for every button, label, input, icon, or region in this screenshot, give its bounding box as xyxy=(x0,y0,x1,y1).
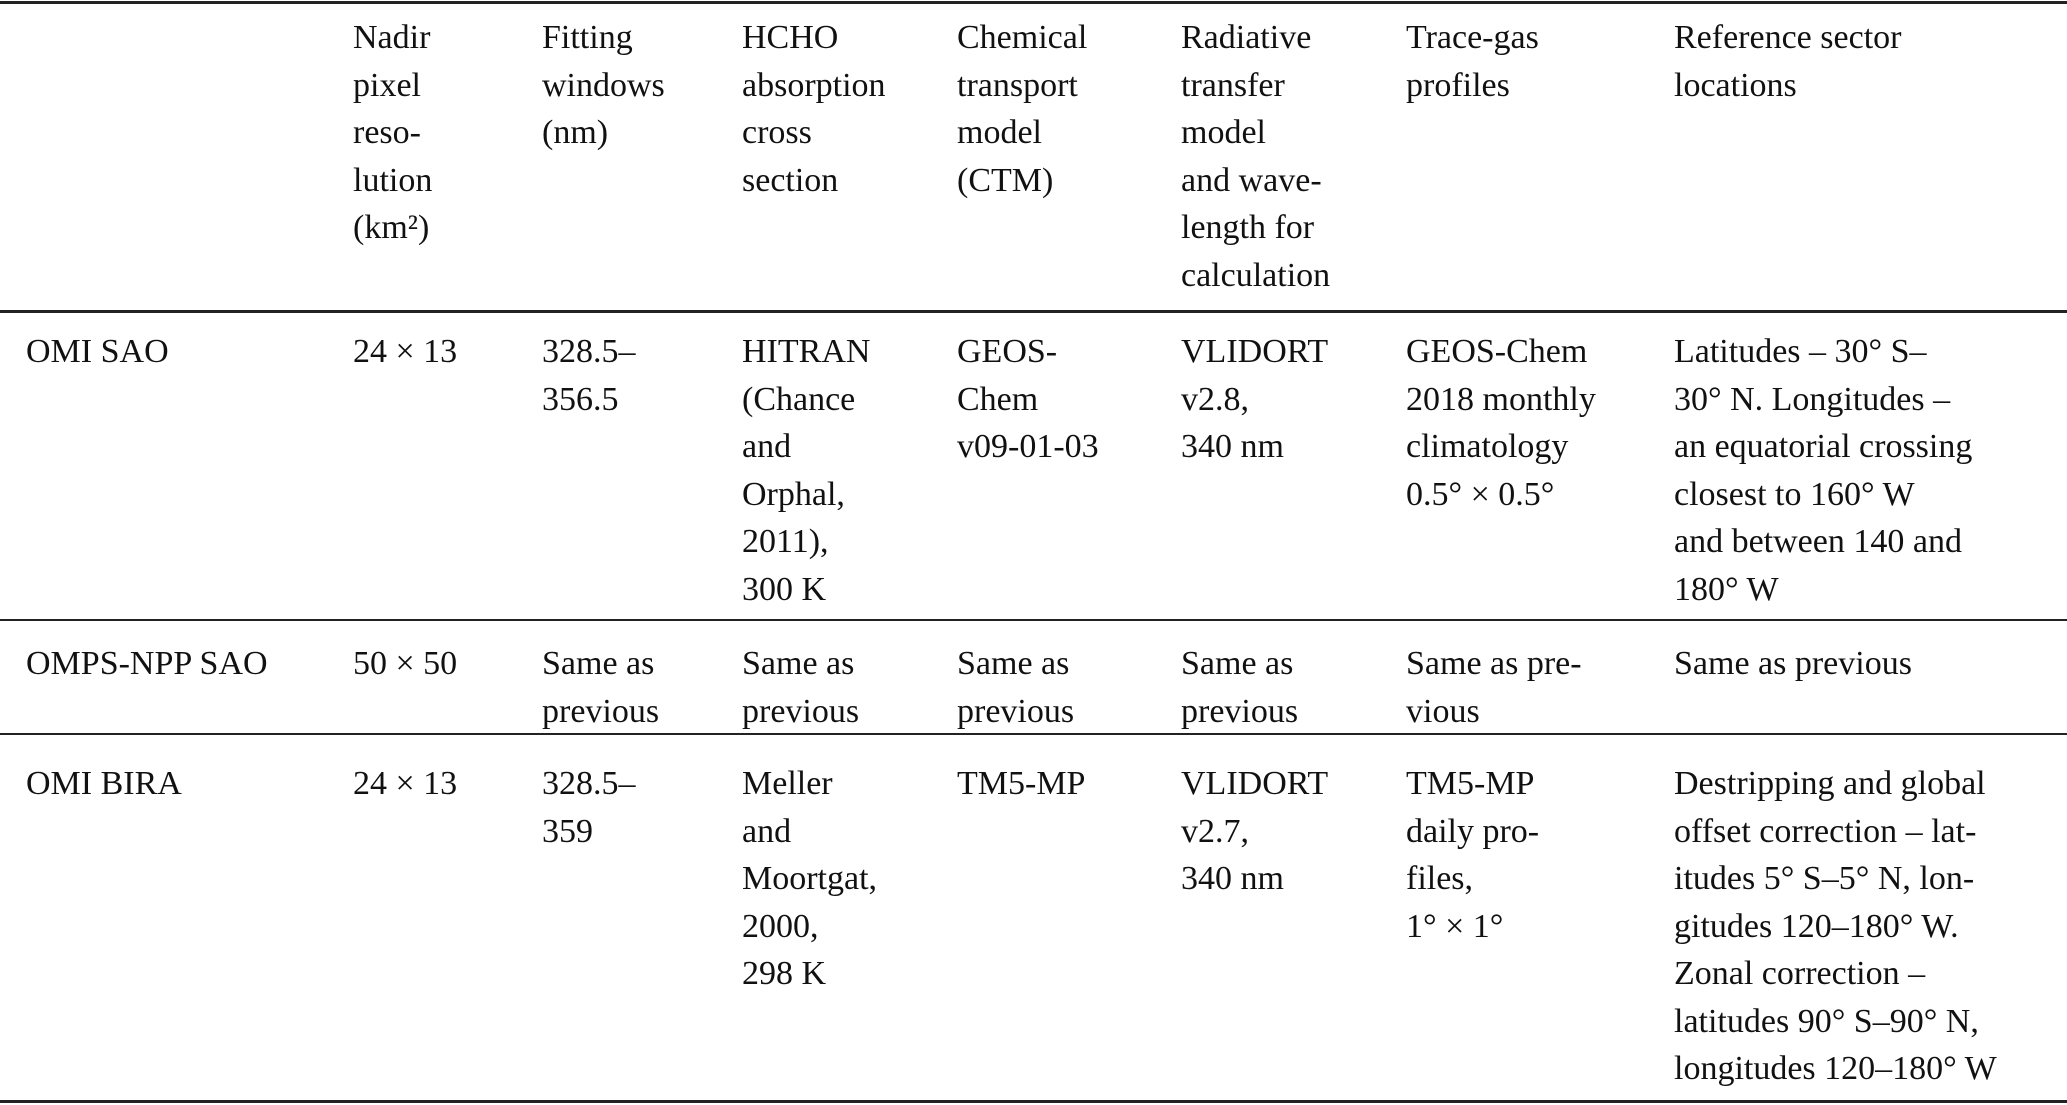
row-label: OMI SAO xyxy=(26,333,169,370)
row-divider xyxy=(0,619,2067,621)
table-cell: GEOS- Chem v09-01-03 xyxy=(957,333,1099,465)
column-header: Reference sector locations xyxy=(1674,19,1902,104)
table-cell: GEOS-Chem 2018 monthly climatology 0.5° … xyxy=(1406,333,1596,513)
row-label: OMI BIRA xyxy=(26,765,182,802)
table-cell: Same as previous xyxy=(542,645,660,730)
table-cell: VLIDORT v2.8, 340 nm xyxy=(1181,333,1329,465)
table-cell: Same as pre- vious xyxy=(1406,645,1582,730)
table-cell: TM5-MP xyxy=(957,765,1086,802)
column-header: Trace-gas profiles xyxy=(1406,19,1539,104)
top-rule xyxy=(0,1,2067,4)
column-header: Fitting windows (nm) xyxy=(542,19,665,151)
table-cell: HITRAN (Chance and Orphal, 2011), 300 K xyxy=(742,333,871,608)
table-cell: Destripping and global offset correction… xyxy=(1674,765,1997,1087)
column-header: Radiative transfer model and wave- lengt… xyxy=(1181,19,1331,294)
row-divider xyxy=(0,733,2067,735)
table-cell: 24 × 13 xyxy=(353,765,458,802)
column-header: HCHO absorption cross section xyxy=(742,19,886,199)
column-header: Chemical transport model (CTM) xyxy=(957,19,1088,199)
bottom-rule xyxy=(0,1100,2067,1103)
table-cell: Same as previous xyxy=(742,645,860,730)
header-rule xyxy=(0,310,2067,313)
table-cell: Latitudes – 30° S– 30° N. Longitudes – a… xyxy=(1674,333,1973,608)
table-cell: VLIDORT v2.7, 340 nm xyxy=(1181,765,1329,897)
table-cell: TM5-MP daily pro- files, 1° × 1° xyxy=(1406,765,1540,945)
table-cell: 328.5– 359 xyxy=(542,765,636,850)
table-cell: 24 × 13 xyxy=(353,333,458,370)
column-header: Nadir pixel reso- lution (km²) xyxy=(353,19,433,246)
row-label: OMPS-NPP SAO xyxy=(26,645,268,682)
table-cell: 50 × 50 xyxy=(353,645,458,682)
table-cell: Same as previous xyxy=(1674,645,1912,682)
table-cell: 328.5– 356.5 xyxy=(542,333,636,418)
table-cell: Same as previous xyxy=(1181,645,1299,730)
table-cell: Meller and Moortgat, 2000, 298 K xyxy=(742,765,878,992)
table-cell: Same as previous xyxy=(957,645,1075,730)
